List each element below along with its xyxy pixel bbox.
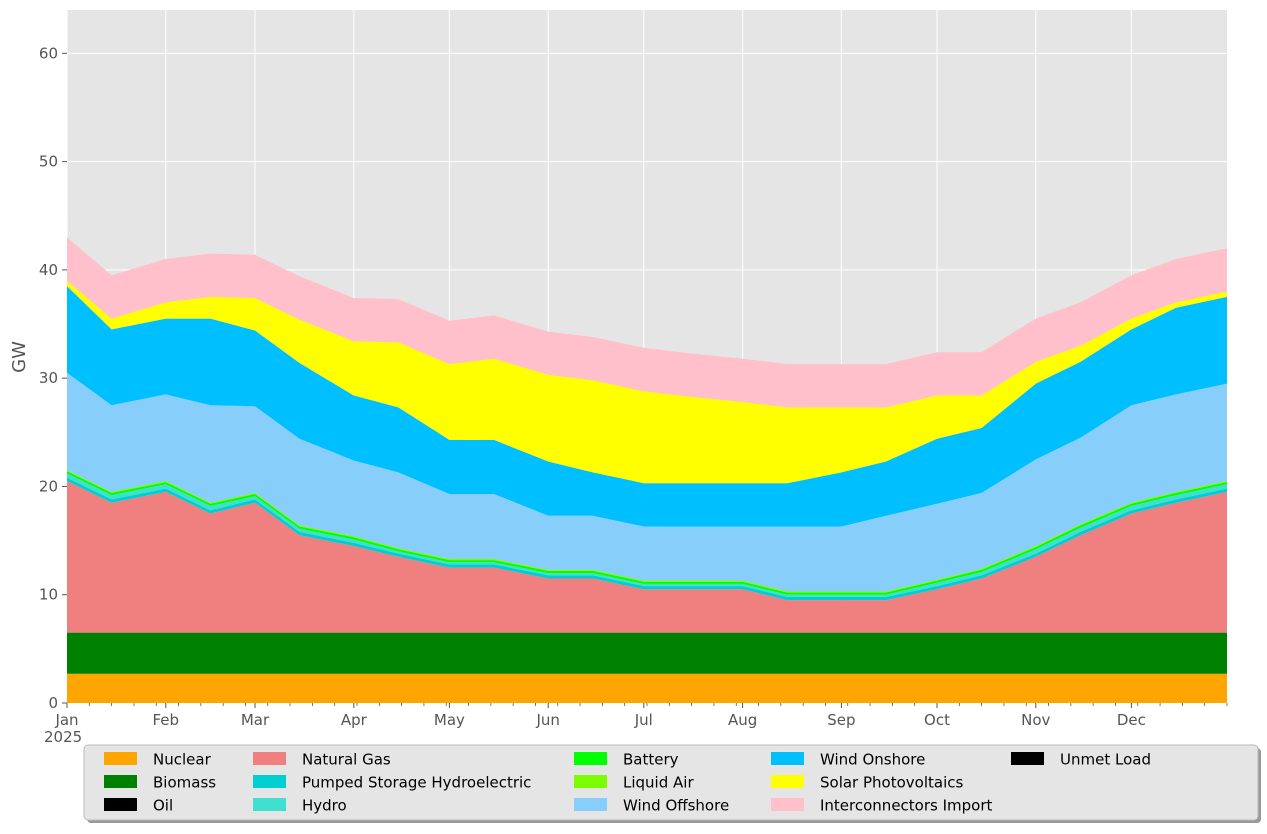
legend-swatch [1011,752,1044,765]
x-tick-label: Oct [924,711,950,729]
x-tick-label: Feb [153,711,180,729]
x-axis: Jan Feb Mar Apr May Jun Jul Aug Sep Oct Nov Dec [54,703,1228,729]
x-tick-label: Jan [54,711,78,729]
legend-swatch [574,752,607,765]
legend-label: Pumped Storage Hydroelectric [302,774,531,792]
y-tick-label: 10 [39,586,58,604]
legend-swatch [253,775,286,788]
y-axis: 0 10 20 30 40 50 60 [39,44,67,712]
legend-swatch [771,752,804,765]
legend-swatch [104,752,137,765]
legend: Nuclear Biomass Oil Natural Gas Pumped Stora… [83,744,1261,823]
y-tick-label: 60 [39,44,58,62]
series-area-natural-gas [67,481,1227,633]
legend-label: Interconnectors Import [820,797,993,815]
legend-label: Natural Gas [302,751,391,769]
legend-label: Unmet Load [1060,751,1151,769]
x-tick-label: Dec [1117,711,1146,729]
legend-swatch [104,775,137,788]
legend-swatch [253,752,286,765]
legend-label: Wind Onshore [820,751,925,769]
legend-swatch [771,798,804,811]
legend-label: Nuclear [153,751,212,769]
series-area-solar-photovoltaics [67,280,1227,484]
legend-label: Solar Photovoltaics [820,774,963,792]
series-areas [67,237,1227,703]
series-area-nuclear [67,673,1227,703]
legend-swatch [574,798,607,811]
y-tick-label: 30 [39,369,58,387]
series-area-biomass [67,632,1227,674]
y-tick-label: 0 [48,694,58,712]
y-tick-label: 50 [39,153,58,171]
x-tick-label: Nov [1021,711,1050,729]
x-axis-year-label: 2025 [44,728,82,746]
x-tick-label: Aug [728,711,757,729]
x-tick-label: Sep [827,711,855,729]
legend-swatch [253,798,286,811]
legend-label: Biomass [153,774,216,792]
x-tick-label: Apr [341,711,368,729]
y-tick-label: 20 [39,477,58,495]
x-tick-label: Mar [241,711,270,729]
legend-swatch [574,775,607,788]
legend-label: Hydro [302,797,347,815]
y-tick-label: 40 [39,261,58,279]
legend-label: Oil [153,797,173,815]
x-tick-label: May [434,711,465,729]
legend-label: Liquid Air [623,774,694,792]
series-area-interconnectors-import [67,237,1227,408]
legend-label: Battery [623,751,679,769]
x-tick-label: Jun [535,711,559,729]
y-axis-label: GW [9,341,30,373]
legend-swatch [104,798,137,811]
legend-box [83,744,1259,821]
x-tick-label: Jul [634,711,653,729]
series-area-wind-offshore [67,372,1227,592]
legend-label: Wind Offshore [623,797,729,815]
legend-swatch [771,775,804,788]
series-area-wind-onshore [67,286,1227,527]
